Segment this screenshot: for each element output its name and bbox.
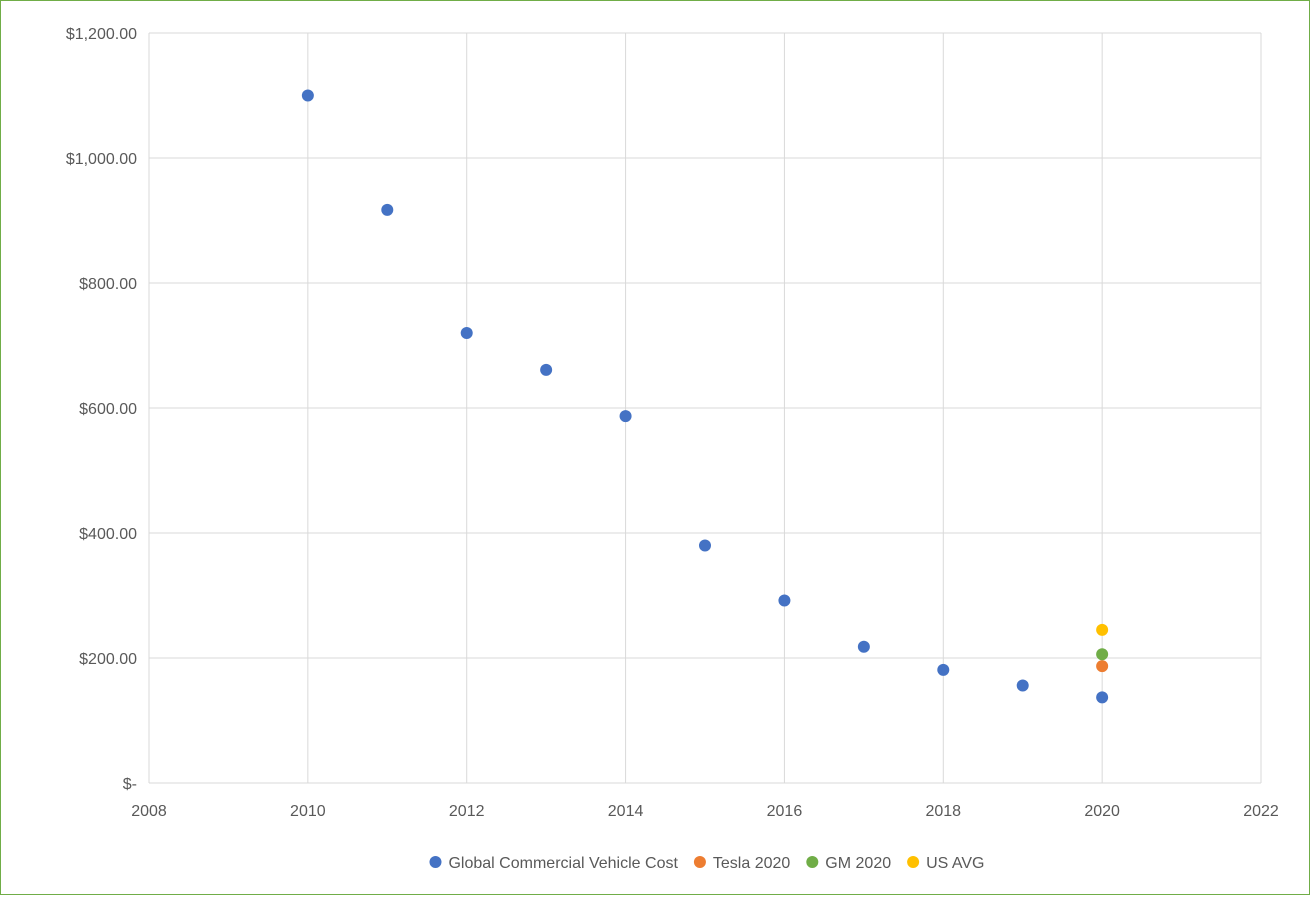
legend-item: US AVG [907, 855, 985, 872]
x-tick-label: 2020 [1084, 803, 1120, 820]
y-tick-label: $- [123, 776, 137, 793]
x-tick-label: 2008 [131, 803, 167, 820]
data-point [301, 89, 314, 102]
data-point [778, 594, 791, 607]
x-tick-label: 2010 [290, 803, 326, 820]
legend-label: US AVG [926, 855, 984, 872]
data-point [857, 640, 870, 653]
y-tick-label: $600.00 [79, 401, 137, 418]
x-tick-label: 2018 [925, 803, 961, 820]
legend-marker [693, 856, 706, 868]
y-tick-label: $200.00 [79, 651, 137, 668]
data-points [301, 89, 1109, 704]
data-point [1096, 648, 1109, 661]
legend-label: Global Commercial Vehicle Cost [448, 855, 678, 872]
x-tick-labels: 2008 2010 2012 2014 2016 2018 2020 2022 [131, 803, 1279, 820]
data-point [460, 327, 473, 339]
y-tick-label: $800.00 [79, 276, 137, 293]
x-tick-label: 2022 [1243, 803, 1279, 820]
data-point [381, 203, 394, 216]
legend-label: GM 2020 [825, 855, 891, 872]
data-point [619, 410, 632, 423]
x-tick-label: 2012 [449, 803, 485, 820]
grid-lines [148, 32, 1262, 783]
legend-label: Tesla 2020 [713, 855, 790, 872]
x-tick-label: 2014 [608, 803, 644, 820]
legend-item: GM 2020 [806, 855, 891, 872]
y-tick-labels: $- $200.00 $400.00 $600.00 $800.00 $1,000.00 $… [66, 26, 137, 793]
data-point [1096, 691, 1109, 704]
data-point [1016, 679, 1029, 692]
data-point [1096, 660, 1109, 673]
data-point [937, 663, 950, 676]
legend-marker [429, 856, 442, 868]
data-point [699, 539, 711, 552]
legend: Global Commercial Vehicle Cost Tesla 2020… [429, 855, 985, 872]
legend-marker [806, 856, 819, 868]
x-tick-label: 2016 [767, 803, 803, 820]
y-tick-label: $1,000.00 [66, 151, 137, 168]
legend-item: Tesla 2020 [693, 855, 790, 872]
legend-item: Global Commercial Vehicle Cost [429, 855, 678, 872]
y-tick-label: $1,200.00 [66, 26, 137, 43]
legend-marker [907, 856, 920, 868]
data-point [540, 363, 553, 376]
y-tick-label: $400.00 [79, 526, 137, 543]
data-point [1096, 623, 1109, 636]
